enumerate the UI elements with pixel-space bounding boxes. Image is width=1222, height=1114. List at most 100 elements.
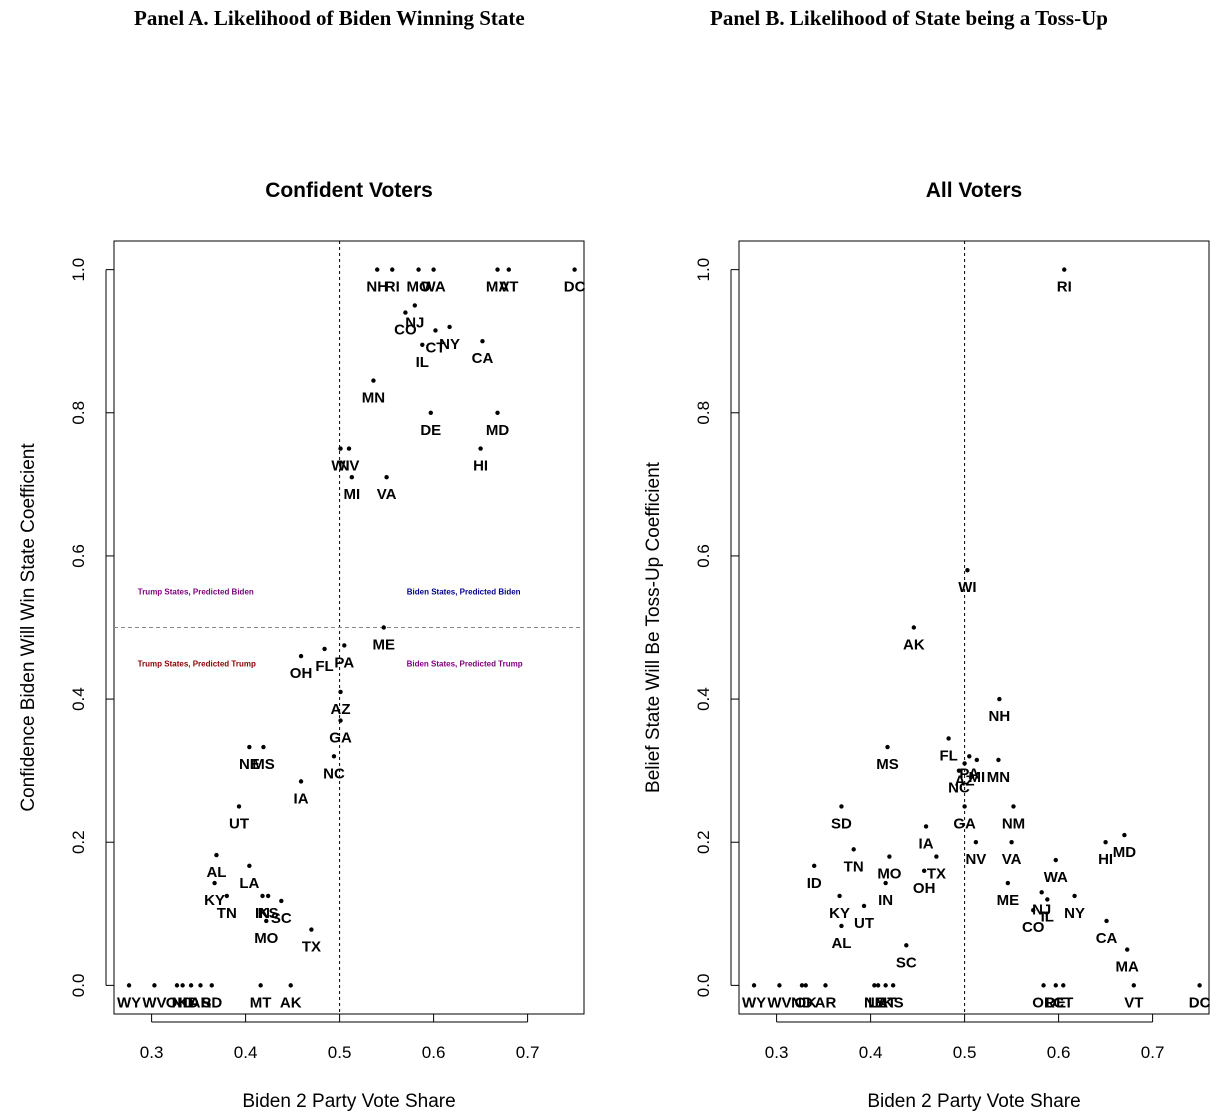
data-point [309, 927, 314, 932]
point-label: WI [331, 458, 349, 475]
data-point [911, 625, 917, 630]
data-point [495, 410, 500, 415]
data-point [1122, 832, 1127, 838]
data-point [338, 446, 343, 451]
data-point [1104, 918, 1109, 924]
data-point [126, 983, 132, 988]
point-label: WI [958, 579, 976, 596]
data-point [152, 983, 157, 988]
point-label: SD [201, 994, 222, 1011]
data-point [412, 303, 417, 308]
data-point [247, 744, 252, 750]
y-axis-label: Belief State Will Be Toss-Up Coefficient [643, 461, 664, 793]
data-point [921, 868, 927, 874]
point-label: NH [989, 708, 1011, 725]
data-point [403, 310, 408, 315]
data-point [974, 757, 980, 763]
plot-title: Confident Voters [265, 179, 433, 202]
point-label: TN [217, 905, 237, 922]
data-point [934, 854, 939, 859]
x-axis-label: Biden 2 Party Vote Share [867, 1091, 1080, 1112]
y-tick-label: 0.6 [694, 544, 713, 568]
data-point [1125, 947, 1130, 952]
data-point [431, 267, 436, 272]
y-tick-label: 0.6 [69, 544, 88, 568]
data-point [1062, 267, 1067, 272]
quadrant-label: Trump States, Predicted Trump [138, 659, 256, 668]
point-label: AZ [955, 772, 975, 789]
y-tick-label: 0.4 [694, 687, 713, 711]
point-label: DE [1045, 994, 1066, 1011]
data-point [338, 718, 343, 723]
point-label: UT [854, 915, 874, 932]
point-label: MA [1116, 959, 1139, 976]
point-label: VT [499, 279, 518, 296]
quadrant-label: Trump States, Predicted Biden [138, 588, 254, 597]
data-point [751, 983, 757, 988]
point-label: NM [1002, 815, 1025, 832]
data-point [1053, 983, 1058, 988]
data-point [342, 643, 347, 648]
point-label: NC [323, 765, 345, 782]
data-point [447, 324, 452, 330]
data-point [572, 267, 577, 272]
x-tick-label: 0.3 [140, 1043, 164, 1062]
plot-title: All Voters [926, 179, 1022, 202]
point-label: WY [742, 994, 766, 1011]
point-label: ME [373, 637, 396, 654]
data-point [349, 474, 355, 480]
data-point [1005, 880, 1011, 886]
data-point [174, 983, 180, 988]
data-point [812, 863, 817, 869]
y-tick-label: 0.0 [694, 974, 713, 998]
data-point [887, 854, 892, 859]
point-label: GA [329, 730, 352, 747]
point-label: VT [1124, 994, 1143, 1011]
point-label: WA [1044, 869, 1068, 886]
point-label: KY [829, 905, 850, 922]
data-point [851, 847, 856, 852]
point-label: HI [1098, 851, 1113, 868]
data-point [265, 893, 271, 899]
point-label: KS [258, 905, 279, 922]
point-label: CA [472, 350, 494, 367]
point-label: FL [939, 747, 957, 764]
data-point [495, 267, 500, 272]
data-point [288, 983, 293, 988]
data-point [875, 983, 881, 988]
x-tick-label: 0.7 [1141, 1043, 1165, 1062]
data-point [390, 267, 395, 272]
point-label: LA [239, 875, 259, 892]
data-point [298, 779, 304, 784]
point-label: MT [875, 994, 897, 1011]
point-label: WV [767, 994, 791, 1011]
data-point [861, 903, 867, 909]
data-point [180, 983, 185, 988]
data-point [1072, 893, 1077, 899]
point-label: OK [794, 994, 817, 1011]
data-point [478, 446, 483, 451]
y-axis-label: Confidence Biden Will Win State Coeffici… [18, 443, 39, 812]
chart-confident-voters: Confident Voters 0.3 0.4 0.5 0.6 0.7 0.0 0.2 0.4… [18, 179, 586, 1112]
x-tick-label: 0.5 [953, 1043, 977, 1062]
data-point [236, 804, 242, 809]
data-point [338, 689, 343, 695]
data-point [214, 852, 219, 858]
x-tick-label: 0.7 [516, 1043, 540, 1062]
point-label: MN [362, 390, 385, 407]
point-label: AL [831, 935, 851, 952]
data-point [839, 804, 844, 809]
point-label: MO [254, 930, 278, 947]
point-label: MS [876, 756, 899, 773]
data-point [1039, 890, 1044, 895]
point-label: IL [416, 354, 429, 371]
point-label: SD [831, 815, 852, 832]
point-label: NV [339, 458, 360, 475]
data-point [1061, 983, 1066, 988]
data-point [1197, 983, 1202, 988]
point-label: ID [184, 994, 199, 1011]
plot-frame [738, 240, 1210, 1015]
point-label: AZ [331, 701, 351, 718]
point-label: AR [190, 994, 212, 1011]
chart-all-voters: All Voters 0.3 0.4 0.5 0.6 0.7 0.0 0.2 0.4 0.6 0.8… [643, 179, 1211, 1112]
